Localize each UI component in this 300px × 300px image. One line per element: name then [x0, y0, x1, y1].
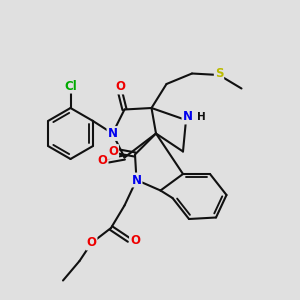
Text: Cl: Cl [64, 80, 77, 93]
Text: O: O [108, 145, 118, 158]
Text: S: S [215, 67, 223, 80]
Text: N: N [182, 110, 193, 124]
Text: O: O [98, 154, 108, 167]
Text: O: O [130, 233, 140, 247]
Text: N: N [107, 127, 118, 140]
Text: O: O [115, 80, 125, 94]
Text: H: H [197, 112, 206, 122]
Text: N: N [131, 173, 142, 187]
Text: O: O [86, 236, 97, 250]
